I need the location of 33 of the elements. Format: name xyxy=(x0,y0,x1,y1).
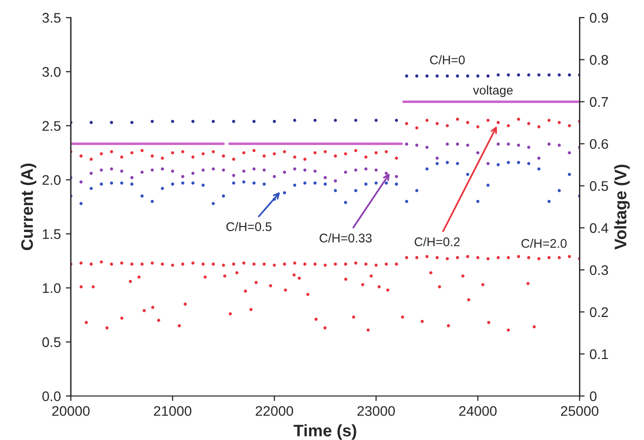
y2-tick-label: 0.1 xyxy=(590,349,608,360)
y-tick-label: 3.5 xyxy=(42,12,61,23)
x-tick-label: 24000 xyxy=(459,406,497,416)
x-tick-label: 22000 xyxy=(256,406,294,416)
y-tick-label: 3.0 xyxy=(42,66,61,77)
series-label: C/H=2.0 xyxy=(522,238,567,248)
y-tick-label: 2.5 xyxy=(42,121,61,131)
series-label: C/H=0 xyxy=(430,55,465,64)
x-tick-label: 21000 xyxy=(154,406,192,416)
y2-tick-label: 0.4 xyxy=(590,223,608,233)
x-tick-label: 25000 xyxy=(560,406,598,416)
x-tick-label: 20000 xyxy=(52,406,90,416)
x-axis-title: Time (s) xyxy=(294,424,356,440)
text: C/H=0.2 xyxy=(414,237,460,246)
y-tick-label: 2.0 xyxy=(42,175,61,185)
x-tick-label: 23000 xyxy=(357,406,395,416)
series-label: voltage xyxy=(473,85,513,98)
y-tick-label: 0.5 xyxy=(42,337,61,348)
y2-tick-label: 0.3 xyxy=(590,265,608,276)
legend-label: C/H=0.5 xyxy=(226,222,272,232)
text: C/H=0.33 xyxy=(320,233,372,242)
y2-tick-label: 0.2 xyxy=(590,307,608,318)
y2-tick-label: 0.5 xyxy=(590,181,608,191)
y-tick-label: 1.5 xyxy=(42,229,61,239)
y2-tick-label: 0 xyxy=(590,391,597,402)
y2-axis-title: Voltage (V) xyxy=(614,164,630,250)
y-tick-label: 1.0 xyxy=(42,283,61,294)
y2-tick-label: 0.9 xyxy=(590,12,608,23)
y-axis-title: Current (A) xyxy=(20,164,36,250)
y2-tick-label: 0.7 xyxy=(590,97,608,107)
y2-tick-label: 0.8 xyxy=(590,54,608,65)
y2-tick-label: 0.6 xyxy=(590,139,608,149)
y-tick-label: 0.0 xyxy=(42,391,61,402)
